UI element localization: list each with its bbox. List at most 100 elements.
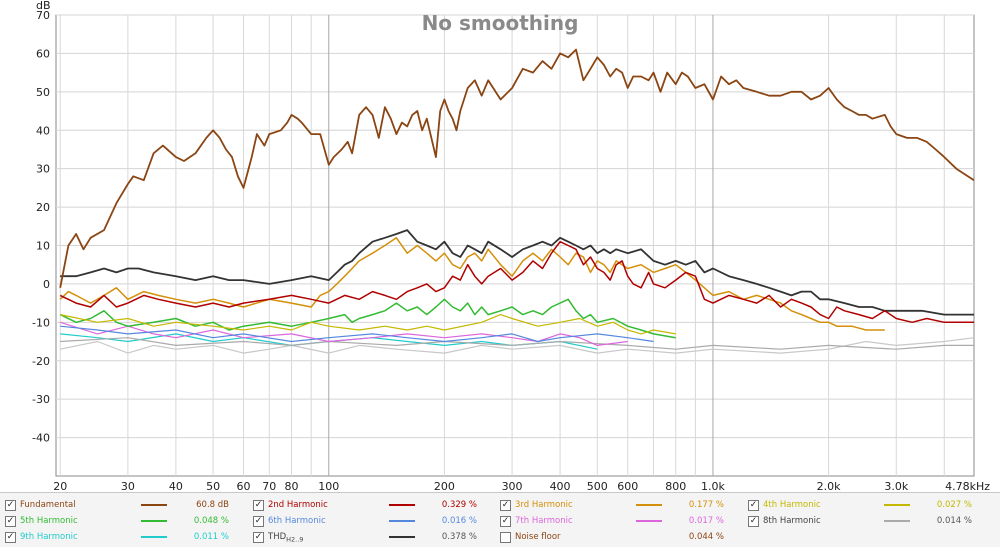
legend-item-h2[interactable]: ✓ 2nd Harmonic 0.329 % [253, 497, 493, 513]
legend-value-fundamental: 60.8 dB [196, 500, 229, 510]
legend-item-h9[interactable]: ✓ 9th Harmonic 0.011 % [5, 529, 245, 545]
series-line-2nd-harmonic [59, 240, 974, 324]
y-tick-label: 20 [36, 201, 50, 214]
y-tick-label: -10 [32, 316, 50, 329]
y-tick-label: 30 [36, 163, 50, 176]
legend-item-h8[interactable]: ✓ 8th Harmonic 0.014 % [748, 513, 988, 529]
x-tick-label: 600 [617, 480, 638, 490]
legend-label-h6: 6th Harmonic [268, 516, 326, 526]
x-tick-label: 200 [434, 480, 455, 490]
chart-title: No smoothing [422, 11, 579, 35]
legend-checkbox-h6[interactable]: ✓ [253, 516, 264, 527]
legend-value-h5: 0.048 % [193, 516, 229, 526]
series-lines [59, 48, 975, 354]
x-tick-label: 400 [550, 480, 571, 490]
series-line-3rd-harmonic [59, 237, 885, 331]
y-tick-label: -40 [32, 432, 50, 445]
legend-checkbox-thd[interactable]: ✓ [253, 532, 264, 543]
y-tick-label: -30 [32, 393, 50, 406]
legend-item-h4[interactable]: ✓ 4th Harmonic 0.027 % [748, 497, 988, 513]
legend-checkbox-h2[interactable]: ✓ [253, 500, 264, 511]
legend-label-h5: 5th Harmonic [20, 516, 78, 526]
series-line-thd [60, 229, 974, 316]
y-tick-label: 60 [36, 47, 50, 60]
legend-checkbox-h8[interactable]: ✓ [748, 516, 759, 527]
legend-value-h9: 0.011 % [193, 532, 229, 542]
legend-checkbox-h3[interactable]: ✓ [500, 500, 511, 511]
legend-label-h4: 4th Harmonic [763, 500, 821, 510]
legend-checkbox-fundamental[interactable]: ✓ [5, 500, 16, 511]
legend-item-fundamental[interactable]: ✓ Fundamental 60.8 dB [5, 497, 245, 513]
series-line-noise-floor [60, 337, 975, 354]
x-tick-label: 4.78kHz [945, 480, 990, 490]
legend-label-noise: Noise floor [515, 532, 561, 542]
series-line-4th-harmonic [60, 314, 676, 335]
y-tick-label: 10 [36, 240, 50, 253]
y-tick-label: -20 [32, 355, 50, 368]
series-line-5th-harmonic [59, 298, 676, 339]
y-tick-label: 50 [36, 86, 50, 99]
y-tick-label: 0 [43, 278, 50, 291]
series-line-7th-harmonic [60, 321, 628, 346]
legend-item-thd[interactable]: ✓ THDH2..9 0.378 % [253, 529, 493, 545]
x-tick-label: 20 [53, 480, 67, 490]
legend-swatch-h7 [636, 520, 662, 522]
x-tick-label: 60 [237, 480, 251, 490]
series-line-8th-harmonic [60, 337, 974, 350]
x-tick-label: 70 [262, 480, 276, 490]
y-tick-label: 70 [36, 9, 50, 22]
legend-value-h7: 0.017 % [688, 516, 724, 526]
legend-panel: ✓ Fundamental 60.8 dB ✓ 2nd Harmonic 0.329 % ✓… [0, 492, 1000, 547]
legend-checkbox-h7[interactable]: ✓ [500, 516, 511, 527]
legend-value-h8: 0.014 % [936, 516, 972, 526]
legend-value-h2: 0.329 % [441, 500, 477, 510]
legend-label-h7: 7th Harmonic [515, 516, 573, 526]
legend-item-h6[interactable]: ✓ 6th Harmonic 0.016 % [253, 513, 493, 529]
y-axis-unit: dB [36, 0, 51, 12]
legend-label-fundamental: Fundamental [20, 500, 76, 510]
legend-sub-thd: H2..9 [286, 535, 304, 544]
legend-item-h5[interactable]: ✓ 5th Harmonic 0.048 % [5, 513, 245, 529]
legend-checkbox-h9[interactable]: ✓ [5, 532, 16, 543]
legend-swatch-h8 [884, 520, 910, 522]
legend-item-h3[interactable]: ✓ 3rd Harmonic 0.177 % [500, 497, 740, 513]
legend-label-h3: 3rd Harmonic [515, 500, 573, 510]
x-tick-label: 500 [587, 480, 608, 490]
legend-swatch-h9 [141, 536, 167, 538]
x-tick-label: 2.0k [817, 480, 841, 490]
x-tick-label: 100 [318, 480, 339, 490]
legend-item-noise[interactable]: Noise floor 0.044 % [500, 529, 740, 545]
x-tick-label: 3.0k [884, 480, 908, 490]
legend-value-h6: 0.016 % [441, 516, 477, 526]
legend-checkbox-h4[interactable]: ✓ [748, 500, 759, 511]
series-line-fundamental [59, 48, 975, 288]
x-tick-label: 30 [121, 480, 135, 490]
legend-label-thd: THDH2..9 [268, 532, 304, 544]
legend-swatch-fundamental [141, 504, 167, 506]
x-tick-label: 80 [285, 480, 299, 490]
legend-checkbox-noise[interactable] [500, 532, 511, 543]
legend-swatch-h2 [389, 504, 415, 506]
legend-value-thd: 0.378 % [441, 532, 477, 542]
legend-value-h3: 0.177 % [688, 500, 724, 510]
x-tick-label: 50 [206, 480, 220, 490]
x-tick-label: 800 [665, 480, 686, 490]
legend-item-h7[interactable]: ✓ 7th Harmonic 0.017 % [500, 513, 740, 529]
x-tick-label: 40 [169, 480, 183, 490]
y-tick-label: 40 [36, 124, 50, 137]
legend-label-h2: 2nd Harmonic [268, 500, 328, 510]
legend-label-h8: 8th Harmonic [763, 516, 821, 526]
legend-value-h4: 0.027 % [936, 500, 972, 510]
series-line-6th-harmonic [60, 325, 654, 343]
legend-label-h9: 9th Harmonic [20, 532, 78, 542]
legend-value-noise: 0.044 % [688, 532, 724, 542]
legend-swatch-h3 [636, 504, 662, 506]
x-tick-label: 300 [502, 480, 523, 490]
grid [56, 14, 974, 476]
legend-checkbox-h5[interactable]: ✓ [5, 516, 16, 527]
legend-swatch-h6 [389, 520, 415, 522]
legend-swatch-h5 [141, 520, 167, 522]
legend-swatch-h4 [884, 504, 910, 506]
